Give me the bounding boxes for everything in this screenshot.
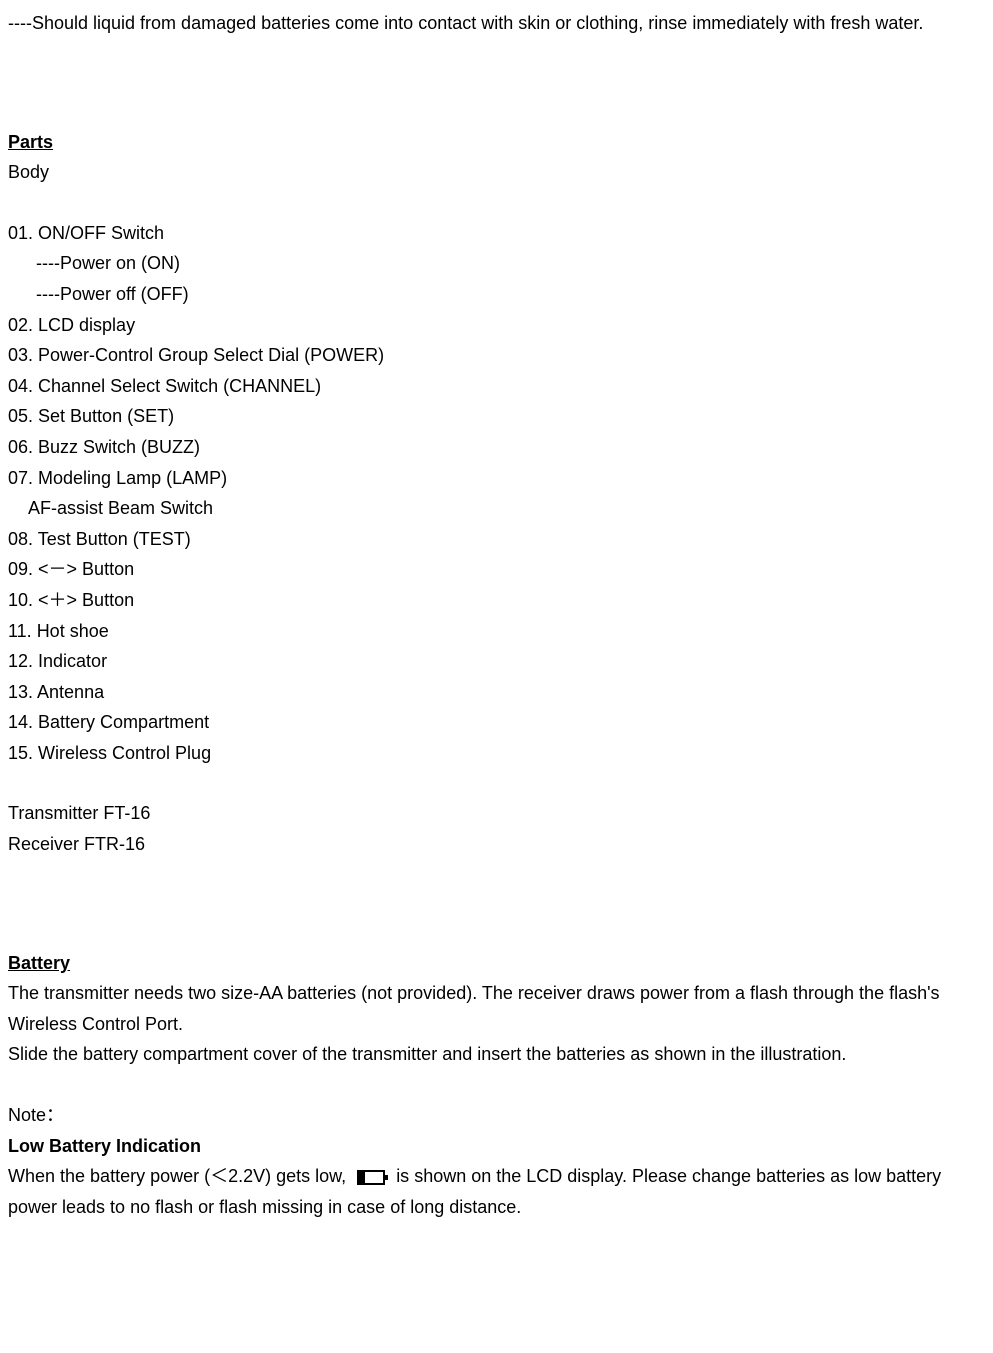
parts-item-10: 10. <＋> Button	[8, 585, 985, 616]
parts-item-05: 05. Set Button (SET)	[8, 401, 985, 432]
parts-item-09: 09. <－> Button	[8, 554, 985, 585]
parts-item-03: 03. Power-Control Group Select Dial (POW…	[8, 340, 985, 371]
parts-item-01-sub1: ----Power on (ON)	[8, 248, 985, 279]
spacer	[8, 860, 985, 948]
parts-item-11: 11. Hot shoe	[8, 616, 985, 647]
intro-paragraph: ----Should liquid from damaged batteries…	[8, 8, 985, 39]
transmitter-label: Transmitter FT-16	[8, 798, 985, 829]
parts-item-02: 02. LCD display	[8, 310, 985, 341]
spacer	[8, 1070, 985, 1100]
receiver-label: Receiver FTR-16	[8, 829, 985, 860]
parts-item-01: 01. ON/OFF Switch	[8, 218, 985, 249]
battery-low-icon	[357, 1170, 385, 1185]
parts-heading: Parts	[8, 127, 985, 158]
low-battery-heading: Low Battery Indication	[8, 1131, 985, 1162]
spacer	[8, 188, 985, 218]
parts-item-01-sub2: ----Power off (OFF)	[8, 279, 985, 310]
parts-item-12: 12. Indicator	[8, 646, 985, 677]
parts-item-08: 08. Test Button (TEST)	[8, 524, 985, 555]
parts-item-07-sub: AF-assist Beam Switch	[8, 493, 985, 524]
parts-item-07: 07. Modeling Lamp (LAMP)	[8, 463, 985, 494]
parts-item-06: 06. Buzz Switch (BUZZ)	[8, 432, 985, 463]
spacer	[8, 768, 985, 798]
battery-para2: Slide the battery compartment cover of t…	[8, 1039, 985, 1070]
battery-heading: Battery	[8, 948, 985, 979]
body-label: Body	[8, 157, 985, 188]
low-battery-text: When the battery power (＜2.2V) gets low,…	[8, 1161, 985, 1222]
spacer	[8, 39, 985, 127]
parts-item-14: 14. Battery Compartment	[8, 707, 985, 738]
parts-item-15: 15. Wireless Control Plug	[8, 738, 985, 769]
note-label: Note：	[8, 1100, 985, 1131]
low-battery-text-before: When the battery power (＜2.2V) gets low,	[8, 1166, 351, 1186]
battery-para1: The transmitter needs two size-AA batter…	[8, 978, 985, 1039]
parts-item-13: 13. Antenna	[8, 677, 985, 708]
parts-item-04: 04. Channel Select Switch (CHANNEL)	[8, 371, 985, 402]
